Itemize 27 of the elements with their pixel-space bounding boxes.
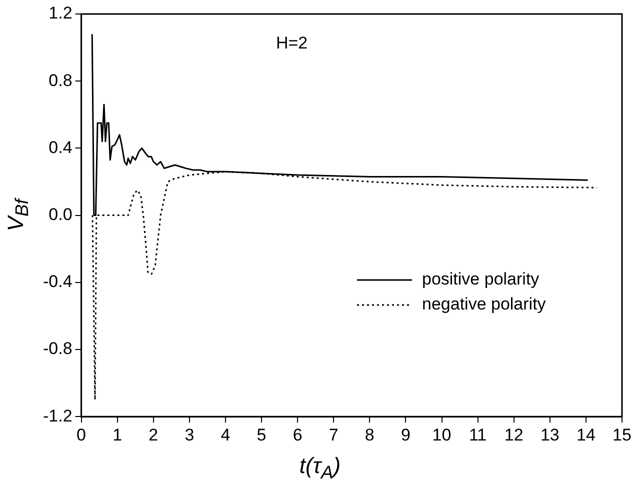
x-tick-label: 1 xyxy=(112,425,122,444)
x-tick-label: 10 xyxy=(432,425,452,444)
y-tick-label: 1.2 xyxy=(48,4,72,23)
y-tick-label: 0.0 xyxy=(48,204,72,224)
x-tick-label: 6 xyxy=(292,425,302,444)
x-tick-label: 8 xyxy=(364,425,374,444)
y-tick-label: 0.4 xyxy=(48,138,72,157)
x-tick-label: 3 xyxy=(184,425,194,444)
x-tick-label: 11 xyxy=(468,425,487,444)
x-tick-label: 2 xyxy=(148,425,158,444)
y-tick-label: -0.4 xyxy=(42,272,72,292)
annotation: H=2 xyxy=(276,34,308,53)
x-tick-label: 9 xyxy=(400,425,410,444)
x-tick-label: 12 xyxy=(504,425,524,444)
legend-label: negative polarity xyxy=(422,294,546,314)
x-tick-label: 0 xyxy=(76,425,86,444)
x-tick-label: 4 xyxy=(220,425,230,444)
x-tick-label: 7 xyxy=(328,425,338,444)
x-tick-label: 5 xyxy=(256,425,266,444)
x-axis-title: t(τ$_{A}$) xyxy=(298,452,342,483)
y-tick-label: 0.8 xyxy=(48,70,72,90)
x-tick-label: 15 xyxy=(612,425,632,444)
x-tick-label: 13 xyxy=(540,425,560,444)
y-tick-label: -1.2 xyxy=(42,406,72,426)
legend-label: positive polarity xyxy=(422,270,540,289)
y-tick-label: -0.8 xyxy=(42,339,72,358)
x-tick-label: 14 xyxy=(576,425,596,444)
